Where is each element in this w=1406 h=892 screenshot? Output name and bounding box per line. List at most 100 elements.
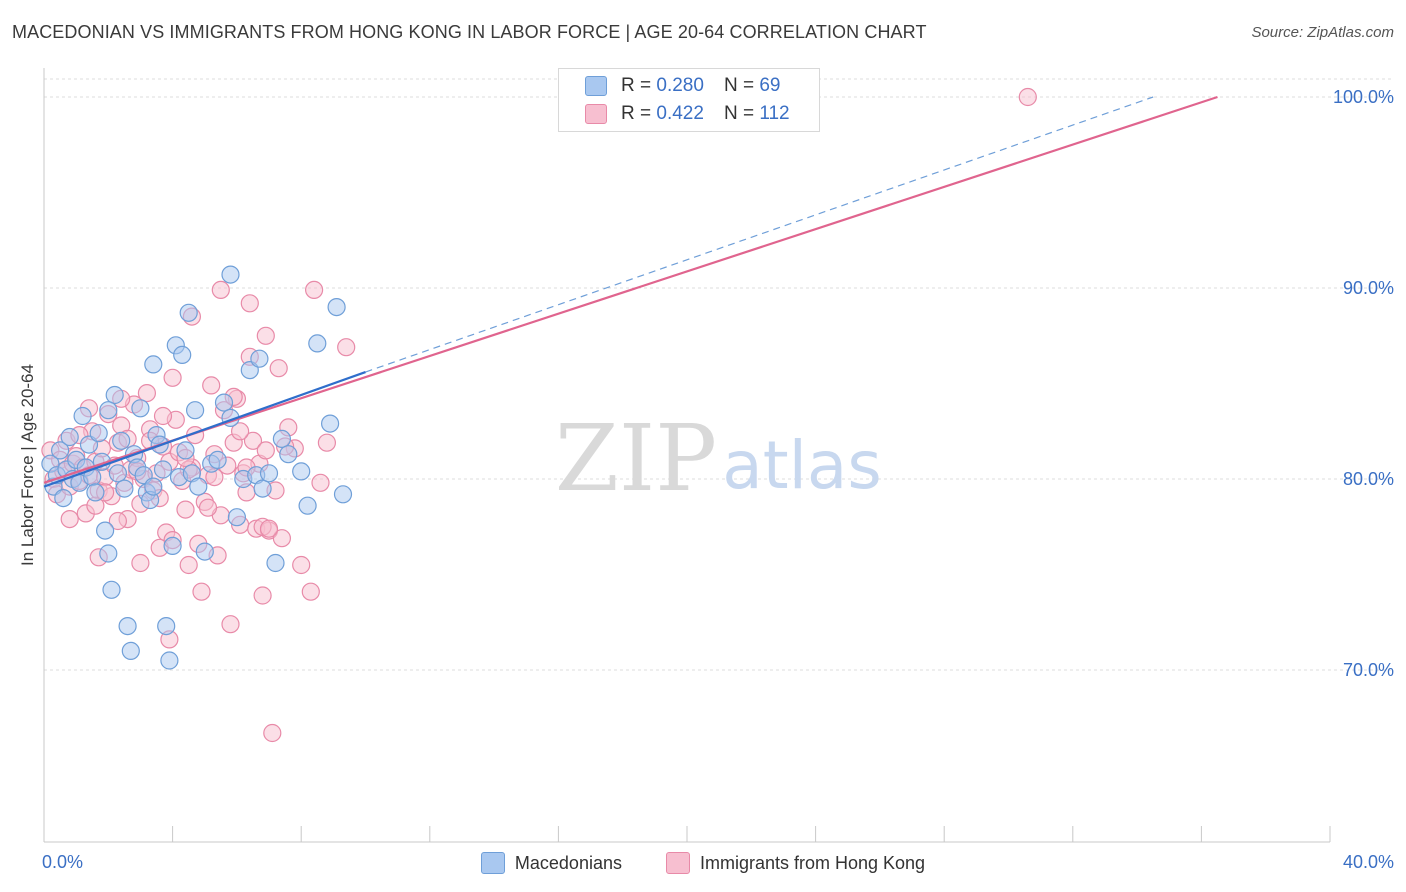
macedonians-point-49 — [208, 450, 227, 469]
legend-r-value: 0.422 — [656, 103, 704, 124]
hong-kong-point-88 — [108, 511, 128, 531]
legend-label-hong-kong: Immigrants from Hong Kong — [699, 852, 926, 873]
macedonians-point-28 — [131, 399, 150, 418]
macedonians-point-4 — [54, 489, 73, 508]
macedonians-point-43 — [179, 303, 198, 322]
legend-row-macedonians: R = 0.280 N = 69 — [585, 75, 780, 97]
macedonians-point-65 — [99, 401, 118, 420]
legend-row-hong-kong: R = 0.422 N = 112 — [585, 103, 790, 125]
macedonians-point-23 — [115, 479, 134, 498]
watermark-zip: ZIP — [555, 405, 717, 512]
hong-kong-point-38 — [163, 368, 182, 387]
macedonians-point-19 — [102, 580, 121, 599]
macedonians-point-17 — [95, 521, 115, 540]
legend-n-value: 69 — [759, 75, 781, 96]
hong-kong-point-82 — [269, 359, 288, 378]
hong-kong-point-67 — [256, 441, 275, 460]
y-tick-label-100: 100.0% — [1332, 87, 1394, 107]
macedonians-point-21 — [108, 464, 128, 483]
legend-r-value: 0.280 — [656, 75, 704, 96]
macedonians-point-57 — [259, 464, 279, 483]
watermark-atlas: atlas — [722, 427, 882, 504]
macedonians-point-56 — [253, 479, 272, 498]
macedonians-point-59 — [272, 429, 291, 448]
macedonians-point-64 — [144, 477, 163, 496]
macedonians-point-50 — [214, 393, 234, 412]
macedonians-point-35 — [153, 460, 173, 479]
macedonians-point-62 — [298, 496, 317, 515]
source-label: Source: ZipAtlas.com — [1251, 24, 1394, 41]
hong-kong-point-75 — [311, 473, 330, 492]
hong-kong-point-47 — [192, 582, 211, 601]
hong-kong-point-83 — [305, 280, 324, 299]
y-axis-label: In Labor Force | Age 20-64 — [18, 364, 37, 566]
macedonians-point-70 — [221, 265, 240, 284]
hong-kong-point-56 — [221, 615, 240, 634]
macedonians-point-42 — [176, 441, 195, 460]
macedonians-point-24 — [118, 616, 137, 636]
macedonians-point-36 — [157, 616, 176, 636]
macedonians-point-37 — [160, 651, 179, 670]
macedonians-point-25 — [121, 641, 140, 661]
y-tick-label-90: 90.0% — [1342, 278, 1394, 298]
macedonians-point-32 — [144, 355, 163, 374]
macedonians-point-45 — [186, 401, 205, 420]
hong-kong-point-70 — [272, 529, 291, 548]
stats-legend: R = 0.280 N = 69 R = 0.422 N = 112 — [558, 68, 820, 132]
macedonians-point-66 — [250, 349, 269, 368]
macedonians-point-18 — [99, 544, 118, 563]
macedonians-point-69 — [321, 414, 340, 433]
hong-kong-point-30 — [137, 384, 156, 403]
hong-kong-point-76 — [317, 433, 336, 452]
hong-kong-point-77 — [211, 280, 230, 299]
hong-kong-point-98 — [198, 498, 218, 517]
hong-kong-point-66 — [253, 586, 272, 605]
macedonians-point-58 — [266, 553, 285, 573]
hong-kong-point-110 — [1018, 87, 1037, 107]
legend-item-macedonians: Macedonians — [480, 852, 622, 874]
series-legend: Macedonians Immigrants from Hong Kong — [0, 852, 1406, 874]
blue-swatch — [585, 76, 607, 96]
hong-kong-trend-line — [43, 95, 1218, 484]
hong-kong-point-74 — [301, 582, 320, 601]
legend-label-macedonians: Macedonians — [514, 852, 622, 873]
macedonians-point-63 — [308, 334, 327, 353]
legend-n-value: 112 — [759, 103, 790, 124]
legend-n-label: N = — [723, 103, 755, 124]
hong-kong-point-43 — [179, 555, 198, 575]
macedonians-point-47 — [195, 542, 214, 561]
hong-kong-point-73 — [292, 555, 311, 575]
hong-kong-point-99 — [231, 422, 250, 441]
macedonians-point-52 — [227, 508, 246, 527]
legend-r-label: R = — [621, 103, 652, 124]
macedonians-point-3 — [50, 441, 70, 460]
hong-kong-point-111 — [259, 519, 279, 538]
macedonians-point-20 — [105, 385, 124, 405]
macedonians-point-15 — [89, 424, 108, 443]
y-tick-label-70: 70.0% — [1342, 660, 1394, 680]
macedonians-point-68 — [333, 485, 353, 504]
hong-kong-point-81 — [256, 326, 275, 345]
macedonians-point-46 — [189, 477, 208, 496]
blue-swatch — [480, 852, 505, 874]
hong-kong-point-84 — [337, 338, 356, 357]
hong-kong-point-104 — [60, 509, 79, 529]
y-tick-label-80: 80.0% — [1342, 469, 1394, 489]
macedonians-point-38 — [163, 536, 182, 556]
macedonians-point-41 — [173, 345, 192, 364]
macedonians-point-22 — [112, 431, 131, 450]
hong-kong-point-50 — [202, 376, 221, 395]
hong-kong-point-63 — [243, 431, 263, 450]
chart-title: MACEDONIAN VS IMMIGRANTS FROM HONG KONG … — [12, 22, 927, 42]
legend-item-hong-kong: Immigrants from Hong Kong — [665, 852, 926, 874]
watermark: ZIP atlas — [555, 405, 882, 512]
pink-swatch — [665, 852, 690, 874]
hong-kong-point-85 — [263, 723, 282, 743]
series-macedonians-points — [41, 265, 353, 670]
macedonians-trend-line — [43, 371, 366, 488]
macedonians-point-14 — [86, 483, 105, 502]
hong-kong-point-87 — [131, 553, 150, 573]
macedonians-point-6 — [60, 427, 79, 447]
pink-swatch — [585, 104, 607, 124]
